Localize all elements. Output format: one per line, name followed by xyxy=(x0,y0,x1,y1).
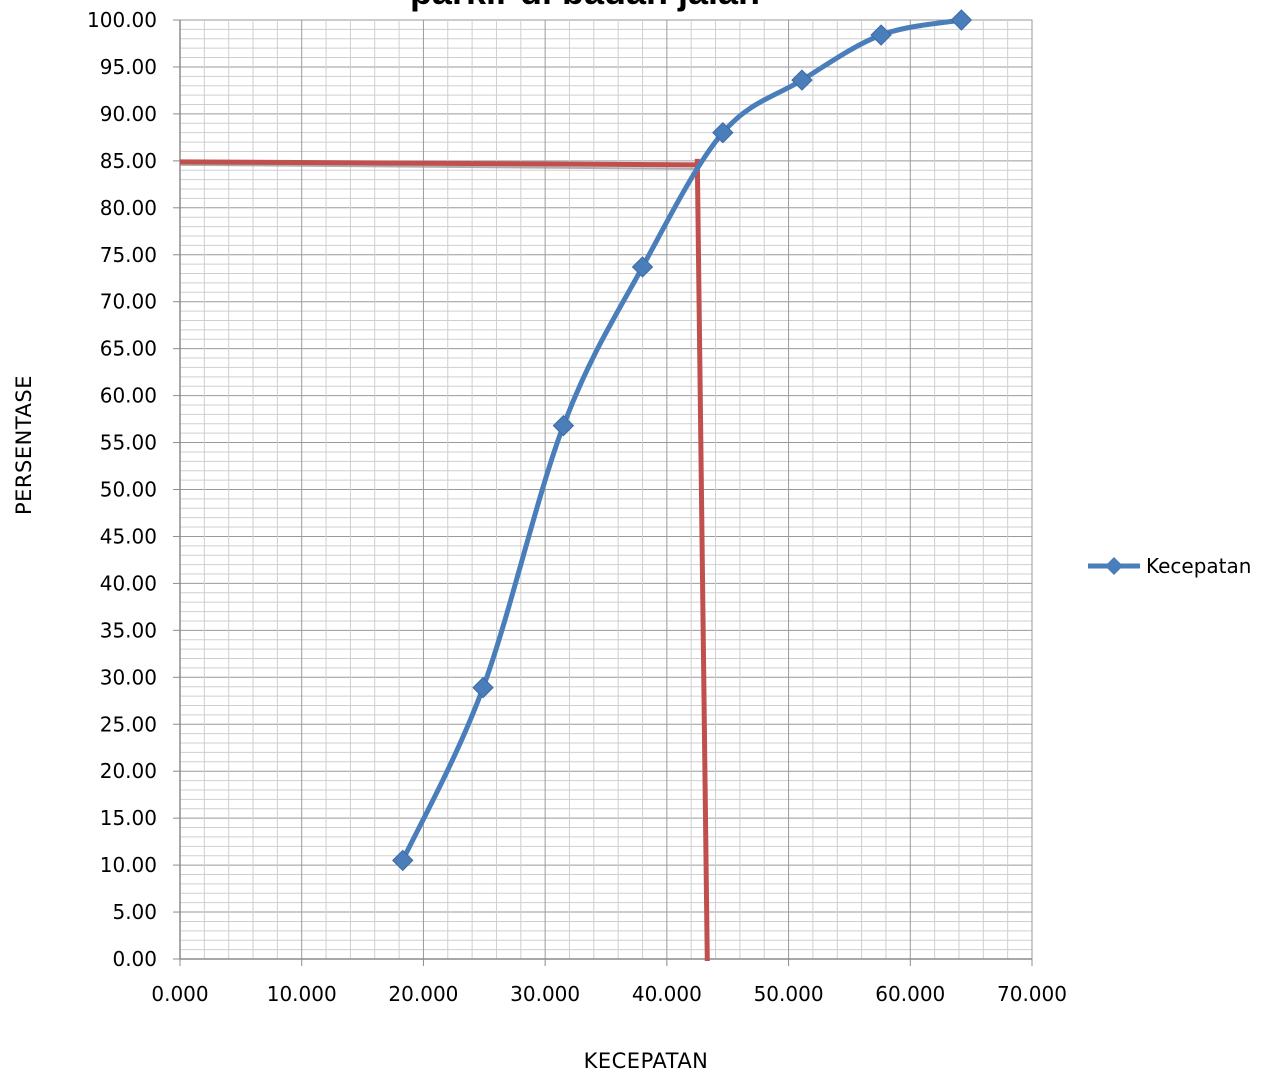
legend: Kecepatan xyxy=(1088,554,1251,578)
y-tick-label: 75.00 xyxy=(100,243,157,267)
y-tick-label: 30.00 xyxy=(100,665,157,689)
legend-label: Kecepatan xyxy=(1146,554,1251,578)
series-layer xyxy=(392,9,973,872)
x-tick-label: 60.000 xyxy=(875,982,945,1006)
x-tick-label: 50.000 xyxy=(754,982,824,1006)
y-tick-label: 25.00 xyxy=(100,712,157,736)
x-axis-title: KECEPATAN xyxy=(584,1049,709,1073)
chart-title: parkir di badan jalan xyxy=(410,0,760,12)
x-tick-label: 0.000 xyxy=(151,982,208,1006)
y-tick-label: 0.00 xyxy=(112,947,157,971)
reference-lines xyxy=(179,158,710,962)
y-tick-label: 55.00 xyxy=(100,431,157,455)
y-tick-label: 40.00 xyxy=(100,571,157,595)
x-tick-label: 10.000 xyxy=(267,982,337,1006)
x-tick-label: 70.000 xyxy=(997,982,1067,1006)
y-tick-label: 5.00 xyxy=(112,900,157,924)
y-tick-label: 95.00 xyxy=(100,55,157,79)
y-tick-label: 85.00 xyxy=(100,149,157,173)
y-tick-label: 10.00 xyxy=(100,853,157,877)
data-point-marker xyxy=(791,69,813,91)
y-tick-label: 60.00 xyxy=(100,384,157,408)
reference-line-shadow xyxy=(179,163,698,170)
data-point-marker xyxy=(472,676,494,699)
x-tick-label: 30.000 xyxy=(510,982,580,1006)
y-tick-label: 35.00 xyxy=(100,618,157,642)
y-tick-label: 15.00 xyxy=(100,806,157,830)
x-tick-label: 20.000 xyxy=(388,982,458,1006)
x-tick-labels: 0.000 10.000 20.000 30.000 40.000 50.000 60.00… xyxy=(151,982,1067,1006)
data-point-marker xyxy=(950,9,973,31)
data-point-marker xyxy=(552,414,575,437)
y-tick-label: 50.00 xyxy=(100,478,157,502)
data-point-marker xyxy=(712,121,734,144)
y-axis-title: PERSENTASE xyxy=(12,375,36,515)
x-tick-label: 40.000 xyxy=(632,982,702,1006)
y-tick-label: 45.00 xyxy=(100,524,157,548)
reference-line-vertical xyxy=(694,158,710,962)
data-point-marker xyxy=(392,849,414,872)
reference-line-horizontal xyxy=(179,159,700,168)
y-tick-labels: 0.00 5.00 10.00 15.00 20.00 25.00 30.00 35.00 40… xyxy=(87,8,157,971)
data-point-marker xyxy=(870,24,892,46)
y-tick-label: 90.00 xyxy=(100,102,157,126)
y-tick-label: 80.00 xyxy=(100,196,157,220)
data-point-marker xyxy=(631,256,654,278)
legend-marker xyxy=(1105,557,1123,575)
y-tick-label: 65.00 xyxy=(100,337,157,361)
y-tick-label: 100.00 xyxy=(87,8,157,32)
y-tick-label: 20.00 xyxy=(100,759,157,783)
grid xyxy=(173,19,1033,966)
y-tick-label: 70.00 xyxy=(100,290,157,314)
